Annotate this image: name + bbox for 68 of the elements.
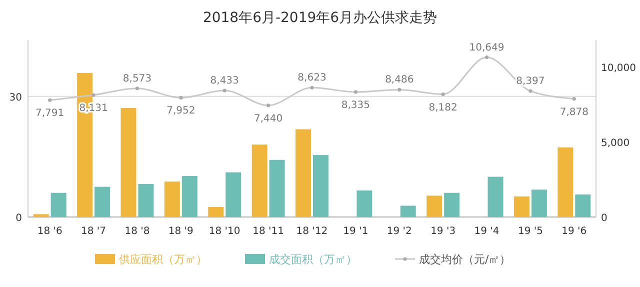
point [48, 98, 52, 102]
bar [94, 186, 110, 217]
bar [575, 194, 591, 217]
bar [120, 108, 136, 217]
bar [182, 176, 198, 217]
x-tick-label: 19 '4 [474, 226, 500, 237]
x-tick-label: 18 '11 [252, 226, 284, 237]
bar [426, 196, 442, 217]
x-tick-label: 18 '12 [296, 226, 328, 237]
x-tick-label: 18 '8 [124, 226, 150, 237]
bar [138, 184, 154, 217]
data-label: 8,573 [122, 73, 152, 84]
y2-tick-label: 10,000 [601, 63, 636, 74]
point [354, 90, 358, 94]
bar [50, 192, 66, 217]
y2-tick-label: 0 [601, 213, 608, 224]
bar [531, 190, 547, 217]
y2-tick-label: 5,000 [601, 138, 630, 149]
bar [296, 129, 311, 217]
legend-label: 成交面积（万㎡） [269, 253, 357, 266]
bar [488, 176, 504, 217]
data-label: 7,878 [560, 106, 588, 118]
point [528, 89, 532, 93]
data-label: 10,649 [469, 42, 504, 54]
data-label: 8,335 [341, 100, 370, 111]
x-tick-label: 18 '9 [168, 226, 194, 237]
point [92, 93, 96, 97]
data-label: 8,397 [516, 76, 545, 88]
data-label: 7,952 [166, 106, 196, 117]
bar [444, 192, 460, 217]
data-label: 8,433 [210, 76, 239, 87]
legend-label: 成交均价（元/㎡） [419, 253, 511, 266]
x-tick-label: 18 '10 [208, 226, 240, 237]
x-tick-label: 19 '5 [518, 226, 543, 237]
bar [164, 182, 180, 217]
bar [356, 190, 372, 217]
data-label: 8,623 [298, 72, 326, 84]
point [222, 88, 226, 92]
x-tick-label: 18 '6 [37, 226, 62, 237]
data-label: 8,182 [428, 102, 458, 114]
y-tick-label: 30 [9, 92, 22, 104]
point [398, 88, 402, 92]
bar [400, 206, 416, 217]
bar [252, 144, 268, 217]
bar [269, 160, 285, 217]
chart-title: 2018年6月-2019年6月办公供求走势 [202, 10, 438, 26]
x-tick-label: 19 '6 [562, 226, 587, 237]
data-label: 7,791 [36, 108, 64, 120]
bar [514, 196, 530, 217]
x-tick-label: 19 '3 [430, 226, 456, 237]
bar [226, 172, 242, 217]
bar [208, 206, 224, 217]
bar [33, 214, 49, 217]
point [266, 104, 270, 108]
point [572, 97, 576, 101]
bar [558, 147, 574, 217]
point [484, 55, 489, 60]
data-label: 7,440 [254, 113, 283, 124]
point [135, 86, 140, 90]
point [310, 86, 314, 90]
x-tick-label: 18 '7 [81, 226, 106, 237]
point [441, 92, 445, 96]
point [179, 96, 183, 100]
x-tick-label: 19 '1 [343, 226, 368, 237]
data-label: 8,486 [385, 74, 414, 86]
bar [313, 155, 328, 217]
x-tick-label: 19 '2 [386, 226, 412, 237]
legend-label: 供应面积（万㎡） [119, 253, 207, 266]
